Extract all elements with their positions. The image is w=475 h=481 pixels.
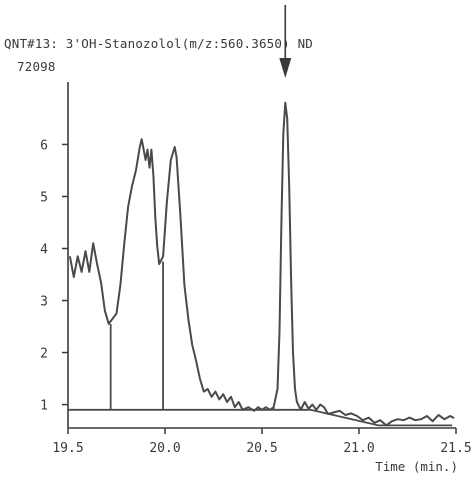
x-tick-label: 21.0	[343, 441, 374, 456]
integration-baseline	[68, 408, 453, 427]
x-tick-label: 21.5	[440, 441, 471, 456]
y-tick-label: 5	[40, 190, 48, 205]
annotation-layer	[279, 5, 292, 78]
max-intensity-label: 72098	[17, 59, 56, 74]
peak-arrow-head	[279, 58, 292, 78]
x-tick-label: 20.0	[149, 441, 180, 456]
series-layer	[68, 101, 455, 427]
chromatogram-trace	[68, 101, 455, 427]
x-tick-label: 19.5	[52, 441, 83, 456]
y-tick-label: 1	[40, 399, 48, 414]
y-tick-label: 6	[40, 138, 48, 153]
chart-title: QNT#13: 3'OH-Stanozolol(m/z:560.3650) ND	[4, 36, 313, 51]
x-tick-label: 20.5	[246, 441, 277, 456]
y-tick-label: 3	[40, 295, 48, 310]
x-axis-title: Time (min.)	[375, 459, 458, 474]
x-axis-ticks: 19.5 20.0 20.5 21.0 21.5	[52, 428, 472, 456]
y-axis-ticks: 1 2 3 4 5 6	[40, 138, 68, 414]
y-tick-label: 2	[40, 347, 48, 362]
y-tick-label: 4	[40, 242, 48, 257]
